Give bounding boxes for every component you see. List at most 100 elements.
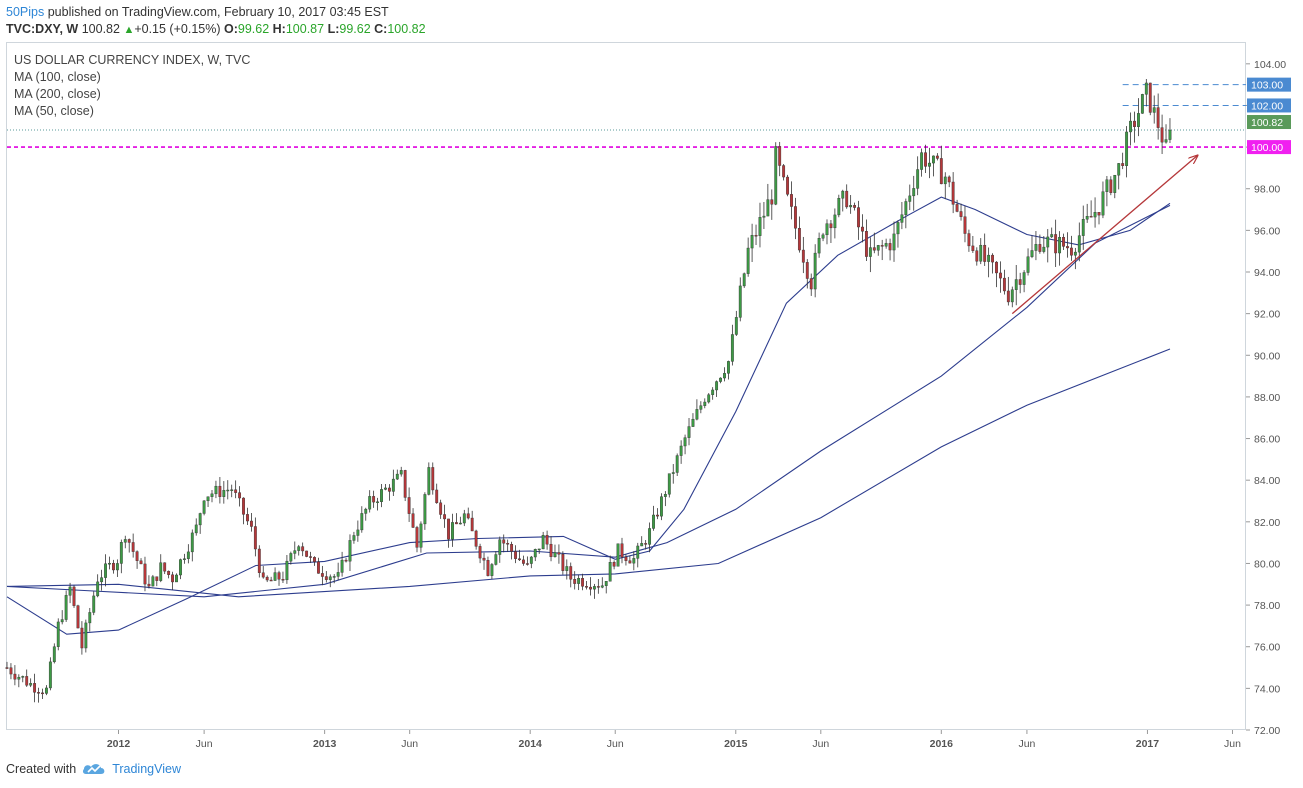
candle-body bbox=[541, 534, 545, 550]
y-tick-label: 104.00 bbox=[1254, 59, 1286, 71]
candle-body bbox=[912, 188, 916, 197]
candle-body bbox=[1085, 216, 1089, 220]
candle-body bbox=[48, 661, 52, 689]
candle-body bbox=[403, 470, 407, 498]
candle-body bbox=[1156, 107, 1160, 128]
candle-body bbox=[585, 586, 588, 588]
candle-body bbox=[447, 518, 450, 540]
candle-body bbox=[955, 204, 959, 212]
y-tick-label: 94.00 bbox=[1254, 267, 1280, 279]
candle-body bbox=[1026, 256, 1030, 273]
candle-body bbox=[1018, 279, 1022, 285]
candle-body bbox=[738, 285, 742, 318]
candle-body bbox=[1038, 244, 1042, 252]
y-tick-label: 90.00 bbox=[1254, 350, 1280, 362]
candle-body bbox=[983, 244, 987, 262]
candle-body bbox=[612, 562, 616, 567]
legend-ma-200[interactable]: MA (200, close) bbox=[14, 87, 101, 101]
candle-body bbox=[234, 489, 238, 493]
candle-body bbox=[348, 540, 352, 562]
candle-body bbox=[632, 558, 636, 564]
created-with-label: Created with bbox=[6, 762, 77, 776]
candle-body bbox=[644, 543, 648, 545]
candle-body bbox=[131, 542, 135, 552]
candle-body bbox=[1113, 174, 1117, 193]
chart-frame bbox=[6, 42, 1246, 730]
candle-body bbox=[553, 552, 557, 558]
candle-body bbox=[119, 542, 123, 564]
candle-body bbox=[336, 572, 340, 577]
candle-body bbox=[305, 550, 309, 557]
candle-body bbox=[498, 539, 502, 555]
candle-body bbox=[238, 492, 242, 499]
candle-body bbox=[1010, 289, 1014, 303]
candle-body bbox=[979, 244, 983, 262]
candle-body bbox=[25, 676, 29, 686]
candle-body bbox=[387, 487, 391, 492]
candle-body bbox=[774, 146, 778, 205]
candle-body bbox=[253, 526, 257, 550]
y-tick-label: 84.00 bbox=[1254, 475, 1280, 487]
candle-body bbox=[703, 401, 707, 406]
candle-body bbox=[435, 489, 439, 504]
legend-ma-100[interactable]: MA (100, close) bbox=[14, 70, 101, 84]
candle-body bbox=[167, 570, 171, 575]
candle-body bbox=[1140, 94, 1144, 114]
candle-body bbox=[679, 445, 683, 456]
low-label: L: bbox=[327, 22, 340, 36]
candle-body bbox=[297, 546, 301, 551]
candle-body bbox=[671, 472, 675, 474]
candle-body bbox=[723, 373, 726, 379]
candle-body bbox=[659, 496, 663, 517]
candle-body bbox=[466, 513, 470, 519]
candle-body bbox=[742, 273, 746, 287]
candle-body bbox=[190, 532, 194, 553]
candle-body bbox=[5, 667, 9, 669]
candle-body bbox=[427, 467, 431, 495]
candle-body bbox=[37, 692, 40, 694]
candle-body bbox=[825, 223, 829, 236]
candle-body bbox=[1089, 216, 1093, 218]
candle-body bbox=[510, 544, 514, 552]
candle-body bbox=[179, 559, 182, 576]
author-link[interactable]: 50Pips bbox=[6, 5, 45, 19]
candle-body bbox=[809, 278, 813, 290]
candle-body bbox=[920, 152, 924, 170]
candle-body bbox=[320, 573, 324, 577]
candle-body bbox=[1042, 246, 1046, 252]
candle-body bbox=[1121, 163, 1125, 166]
candle-body bbox=[21, 676, 25, 678]
candle-body bbox=[277, 572, 281, 580]
candle-body bbox=[801, 249, 805, 263]
candle-body bbox=[596, 586, 600, 588]
candle-body bbox=[545, 534, 549, 545]
candle-body bbox=[813, 252, 817, 290]
candle-body bbox=[1062, 237, 1065, 247]
tradingview-brand-link[interactable]: TradingView bbox=[112, 762, 181, 776]
candle-body bbox=[786, 176, 789, 195]
y-tick-label: 72.00 bbox=[1254, 725, 1280, 737]
candle-body bbox=[352, 535, 356, 541]
x-tick-label: Jun bbox=[607, 738, 624, 750]
candle-body bbox=[13, 673, 17, 680]
candle-body bbox=[1109, 179, 1113, 193]
candle-body bbox=[214, 485, 218, 495]
candle-body bbox=[829, 223, 833, 229]
candle-body bbox=[502, 539, 506, 544]
moving-average-line bbox=[6, 196, 1171, 635]
candle-body bbox=[561, 554, 565, 571]
y-tick-label: 76.00 bbox=[1254, 642, 1280, 654]
legend-ma-50[interactable]: MA (50, close) bbox=[14, 104, 94, 118]
candle-body bbox=[451, 522, 454, 540]
candle-body bbox=[1002, 277, 1006, 292]
x-tick-label: Jun bbox=[1018, 738, 1035, 750]
close-value: 100.82 bbox=[387, 22, 426, 36]
x-tick-label: Jun bbox=[401, 738, 418, 750]
candle-body bbox=[734, 317, 738, 335]
candle-body bbox=[967, 233, 971, 247]
candle-body bbox=[636, 545, 640, 559]
footer: Created with TradingView bbox=[6, 762, 181, 776]
low-value: 99.62 bbox=[339, 22, 371, 36]
candle-body bbox=[246, 514, 249, 522]
